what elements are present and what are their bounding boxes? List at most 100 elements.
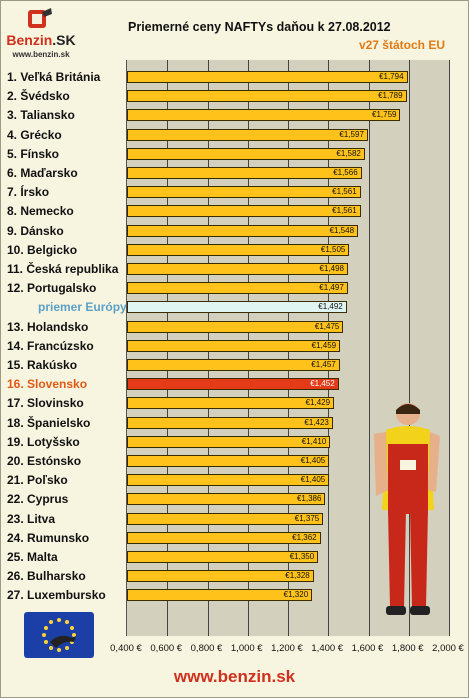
category-label: 1. Veľká Británia: [7, 70, 101, 84]
category-label: 6. Maďarsko: [7, 166, 78, 180]
bar-value-label: €1,350: [289, 552, 315, 561]
category-label: 18. Španielsko: [7, 415, 91, 430]
x-tick-label: 1,000 €: [230, 643, 263, 654]
bar-value-label: €1,452: [310, 379, 335, 389]
bar: €1,328: [127, 570, 314, 583]
category-label: 20. Estónsko: [7, 454, 82, 468]
bar: €1,582: [127, 147, 365, 160]
bar-value-label: €1,597: [339, 129, 364, 139]
category-label: 14. Francúzsko: [7, 338, 94, 353]
bar: €1,362: [127, 531, 321, 544]
category-label: 26. Bulharsko: [7, 569, 86, 584]
category-label: 25. Malta: [7, 550, 58, 564]
x-tick-label: 1,200 €: [271, 643, 303, 654]
bar: €1,457: [127, 359, 340, 371]
bar: €1,561: [127, 186, 361, 199]
category-label: 15. Rakúsko: [7, 358, 78, 372]
bar-value-label: €1,794: [379, 72, 404, 81]
bar-value-label: €1,410: [301, 436, 327, 446]
bar: €1,405: [127, 455, 330, 467]
category-label: 13. Holandsko: [7, 319, 89, 334]
mechanic-mascot: [374, 403, 440, 615]
category-label: 9. Dánsko: [7, 223, 64, 238]
bar: €1,505: [127, 243, 350, 256]
bar-value-label: €1,582: [336, 148, 361, 158]
category-label: 22. Cyprus: [7, 492, 69, 507]
bar: €1,597: [127, 128, 368, 141]
eu-flag-icon: [24, 612, 94, 658]
bar-value-label: €1,457: [311, 360, 336, 369]
bar-value-label: €1,789: [378, 91, 403, 101]
gridline: [449, 60, 450, 636]
bar: €1,423: [127, 416, 333, 429]
bar: €1,548: [127, 224, 359, 237]
bar: €1,375: [127, 512, 324, 525]
category-label: 2. Švédsko: [7, 89, 70, 104]
category-label: 17. Slovinsko: [7, 396, 84, 411]
bar-value-label: €1,759: [372, 110, 397, 120]
bar: €1,561: [127, 205, 361, 218]
bar-value-label: €1,459: [311, 340, 337, 350]
bar: €1,429: [127, 397, 335, 410]
bar-value-label: €1,375: [294, 513, 320, 523]
fuel-nozzle-icon: [28, 8, 52, 28]
bar-value-label: €1,497: [319, 283, 344, 293]
category-label: 10. Belgicko: [7, 242, 78, 257]
bar-value-label: €1,498: [319, 264, 344, 273]
category-label: 5. Fínsko: [7, 146, 60, 161]
bar-value-label: €1,492: [318, 302, 343, 312]
gridline: [408, 60, 410, 636]
bar-value-label: €1,328: [285, 571, 310, 581]
category-label: 12. Portugalsko: [7, 281, 97, 296]
chart-subtitle: v27 štátoch EU: [358, 38, 445, 52]
category-label: 27. Luxembursko: [7, 588, 106, 603]
bar: €1,320: [127, 589, 313, 602]
bar-value-label: €1,561: [332, 187, 357, 197]
x-tick-label: 2,000 €: [432, 643, 464, 654]
bar-value-label: €1,362: [292, 532, 317, 542]
category-label: 3. Taliansko: [7, 108, 75, 123]
bar: €1,492: [127, 301, 347, 314]
bar-value-label: €1,423: [304, 417, 329, 427]
x-tick-label: 1,400 €: [311, 643, 344, 654]
bar: €1,566: [127, 167, 362, 179]
bar: €1,497: [127, 282, 348, 295]
bar: €1,386: [127, 493, 326, 506]
x-tick-label: 1,800 €: [391, 643, 424, 654]
benzin-logo[interactable]: Benzin.SK www.benzin.sk: [6, 6, 76, 68]
bar: €1,350: [127, 551, 319, 563]
category-label: 23. Litva: [7, 511, 56, 526]
logo-url: www.benzin.sk: [12, 50, 70, 59]
bar-value-label: €1,429: [305, 398, 331, 408]
logo-brand: Benzin.SK: [6, 32, 76, 48]
bar-value-label: €1,505: [320, 244, 346, 254]
bar: €1,789: [127, 90, 407, 103]
bar-value-label: €1,405: [300, 475, 326, 485]
bar: €1,475: [127, 320, 344, 333]
bar-value-label: €1,405: [300, 456, 326, 465]
gridline: [368, 60, 370, 636]
bar: €1,459: [127, 339, 341, 352]
bar: €1,410: [127, 435, 331, 448]
bar: €1,759: [127, 109, 401, 122]
bar-value-label: €1,386: [296, 494, 322, 504]
category-label: 4. Grécko: [7, 127, 62, 142]
bar: €1,498: [127, 263, 348, 275]
x-tick-label: 1,600 €: [351, 643, 384, 654]
bar-value-label: €1,320: [283, 590, 309, 600]
x-tick-label: 0,600 €: [150, 643, 183, 654]
bar-value-label: €1,566: [333, 168, 358, 177]
bar-value-label: €1,561: [332, 206, 357, 216]
footer-url[interactable]: www.benzin.sk: [173, 667, 296, 686]
category-label: 19. Lotyšsko: [7, 434, 80, 449]
x-tick-label: 0,800 €: [190, 643, 223, 654]
category-label: priemer Európy: [38, 300, 127, 315]
bar: €1,452: [127, 378, 339, 391]
bar: €1,405: [127, 474, 330, 487]
category-label: 24. Rumunsko: [7, 530, 90, 545]
category-label: 7. Írsko: [7, 185, 50, 200]
category-label: 11. Česká republika: [7, 262, 119, 276]
x-tick-label: 0,400 €: [110, 643, 142, 654]
category-label: 8. Nemecko: [7, 204, 74, 219]
bar: €1,794: [127, 71, 408, 83]
